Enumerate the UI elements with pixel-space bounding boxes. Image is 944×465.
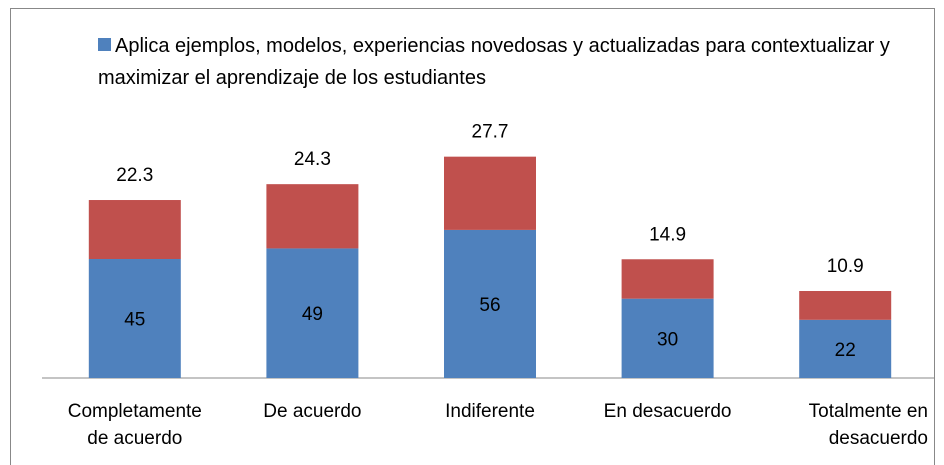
- x-tick-label: Completamente de acuerdo: [67, 401, 202, 449]
- x-tick-label: Totalmente en desacuerdo: [808, 401, 928, 449]
- bar-segment: [88, 200, 181, 259]
- bar-segment: [621, 259, 714, 299]
- data-label: 10.9: [827, 256, 864, 277]
- x-tick-label: Indiferente: [445, 401, 535, 422]
- chart-border: [10, 8, 935, 465]
- data-label: 24.3: [294, 149, 331, 170]
- bar-segment: [621, 298, 714, 378]
- bar-segment: [88, 259, 181, 378]
- bar-segment: [444, 229, 536, 378]
- data-label: 22: [835, 340, 856, 361]
- data-label: 27.7: [472, 122, 509, 143]
- x-tick-label: En desacuerdo: [603, 401, 732, 422]
- data-label: 22.3: [116, 165, 153, 186]
- bar-segment: [266, 248, 359, 378]
- data-label: 49: [302, 304, 323, 325]
- bar-segment: [266, 184, 359, 249]
- bar-segment: [799, 319, 892, 378]
- data-label: 56: [479, 295, 500, 316]
- legend: Aplica ejemplos, modelos, experiencias n…: [98, 30, 898, 94]
- legend-swatch: [98, 38, 111, 51]
- data-label: 45: [124, 310, 145, 331]
- x-tick-label: De acuerdo: [263, 401, 362, 422]
- data-label: 14.9: [649, 224, 686, 245]
- legend-label: Aplica ejemplos, modelos, experiencias n…: [98, 35, 890, 89]
- data-label: 30: [657, 329, 678, 350]
- bar-segment: [444, 156, 536, 230]
- bar-segment: [799, 290, 892, 320]
